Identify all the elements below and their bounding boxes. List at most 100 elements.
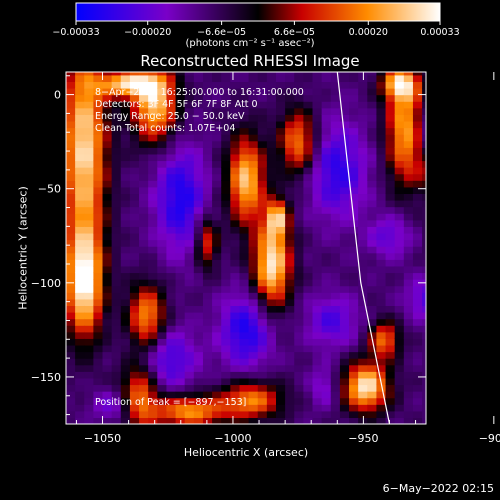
heatmap-pixel <box>330 259 341 267</box>
heatmap-pixel <box>129 206 140 214</box>
heatmap-pixel <box>66 292 76 300</box>
heatmap-pixel <box>285 404 295 412</box>
heatmap-pixel <box>139 193 149 201</box>
heatmap-pixel <box>202 200 213 208</box>
heatmap-pixel <box>202 167 213 175</box>
heatmap-pixel <box>102 265 113 274</box>
heatmap-pixel <box>212 246 222 254</box>
heatmap-pixel <box>239 377 250 386</box>
heatmap-pixel <box>321 404 332 412</box>
heatmap-pixel <box>111 239 122 247</box>
heatmap-pixel <box>403 338 414 346</box>
heatmap-pixel <box>358 226 368 234</box>
heatmap-pixel <box>376 206 387 214</box>
heatmap-pixel <box>358 252 368 260</box>
heatmap-pixel <box>294 377 304 386</box>
heatmap-pixel <box>184 153 195 162</box>
heatmap-pixel <box>312 140 323 148</box>
heatmap-pixel <box>349 232 359 241</box>
heatmap-pixel <box>422 173 426 181</box>
heatmap-pixel <box>129 200 140 208</box>
heatmap-pixel <box>166 371 177 379</box>
heatmap-pixel <box>212 259 222 267</box>
heatmap-pixel <box>285 153 295 162</box>
heatmap-pixel <box>376 417 387 424</box>
heatmap-pixel <box>376 298 387 307</box>
heatmap-pixel <box>157 232 168 241</box>
heatmap-pixel <box>330 153 341 162</box>
heatmap-pixel <box>166 285 177 293</box>
heatmap-pixel <box>230 391 241 399</box>
heatmap-pixel <box>120 364 131 372</box>
heatmap-pixel <box>257 213 268 221</box>
heatmap-pixel <box>75 193 85 201</box>
heatmap-pixel <box>276 292 286 300</box>
heatmap-pixel <box>285 186 295 195</box>
heatmap-pixel <box>212 351 222 359</box>
heatmap-pixel <box>84 200 94 208</box>
heatmap-pixel <box>312 173 323 181</box>
heatmap-pixel <box>330 107 341 115</box>
heatmap-pixel <box>321 358 332 366</box>
heatmap-pixel <box>129 226 140 234</box>
heatmap-pixel <box>349 200 359 208</box>
heatmap-pixel <box>148 147 158 155</box>
heatmap-pixel <box>239 186 250 195</box>
heatmap-pixel <box>266 180 277 188</box>
heatmap-pixel <box>93 74 104 83</box>
heatmap-pixel <box>303 252 314 260</box>
heatmap-pixel <box>367 219 378 227</box>
heatmap-pixel <box>248 305 259 313</box>
heatmap-pixel <box>66 88 76 96</box>
heatmap-pixel <box>166 384 177 392</box>
heatmap-pixel <box>184 160 195 168</box>
heatmap-pixel <box>367 153 378 162</box>
heatmap-pixel <box>111 391 122 399</box>
heatmap-pixel <box>66 410 76 419</box>
heatmap-pixel <box>75 377 85 386</box>
heatmap-pixel <box>367 259 378 267</box>
heatmap-pixel <box>257 285 268 293</box>
heatmap-pixel <box>193 292 204 300</box>
heatmap-pixel <box>239 140 250 148</box>
heatmap-pixel <box>248 167 259 175</box>
heatmap-pixel <box>157 186 168 195</box>
heatmap-pixel <box>276 140 286 148</box>
heatmap-pixel <box>394 219 405 227</box>
heatmap-pixel <box>202 285 213 293</box>
heatmap-pixel <box>339 410 350 419</box>
heatmap-pixel <box>102 101 113 109</box>
heatmap-pixel <box>139 246 149 254</box>
heatmap-pixel <box>221 410 231 419</box>
heatmap-pixel <box>321 193 332 201</box>
heatmap-pixel <box>75 81 85 89</box>
heatmap-pixel <box>157 338 168 346</box>
heatmap-pixel <box>66 344 76 353</box>
heatmap-pixel <box>257 298 268 307</box>
heatmap-pixel <box>339 147 350 155</box>
heatmap-pixel <box>111 246 122 254</box>
heatmap-pixel <box>75 173 85 181</box>
heatmap-pixel <box>111 384 122 392</box>
heatmap-pixel <box>139 377 149 386</box>
heatmap-pixel <box>129 312 140 320</box>
heatmap-pixel <box>248 101 259 109</box>
heatmap-pixel <box>422 404 426 412</box>
heatmap-pixel <box>75 285 85 293</box>
heatmap-pixel <box>193 232 204 241</box>
heatmap-pixel <box>157 213 168 221</box>
heatmap-pixel <box>139 397 149 405</box>
heatmap-pixel <box>248 232 259 241</box>
heatmap-pixel <box>93 312 104 320</box>
heatmap-pixel <box>111 200 122 208</box>
heatmap-pixel <box>257 186 268 195</box>
heatmap-pixel <box>376 88 387 96</box>
heatmap-pixel <box>358 114 368 122</box>
heatmap-pixel <box>376 107 387 115</box>
heatmap-pixel <box>358 167 368 175</box>
heatmap-pixel <box>367 239 378 247</box>
heatmap-pixel <box>276 232 286 241</box>
heatmap-pixel <box>184 232 195 241</box>
heatmap-pixel <box>312 246 323 254</box>
heatmap-pixel <box>394 318 405 326</box>
